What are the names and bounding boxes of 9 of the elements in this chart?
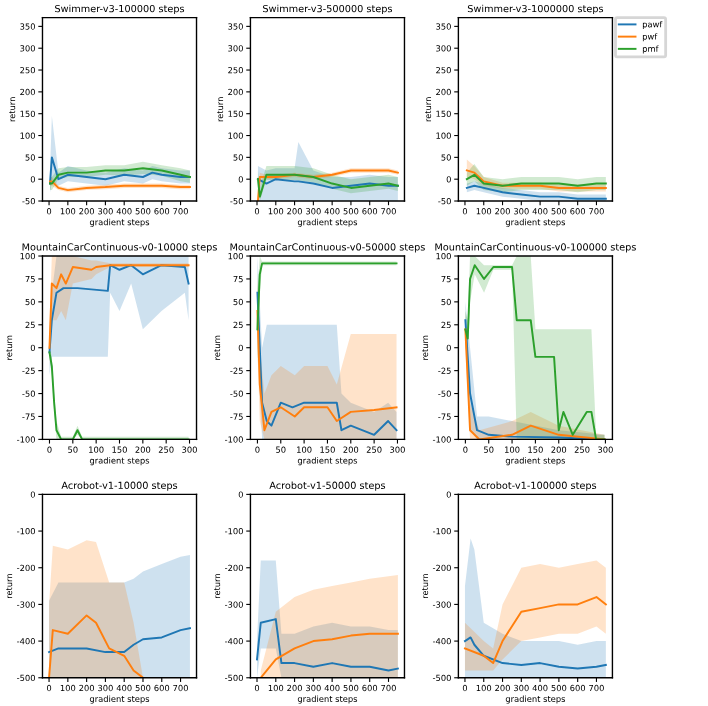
line-series <box>463 596 607 665</box>
line-series <box>463 636 607 670</box>
line-series <box>49 156 191 185</box>
line-series <box>48 627 191 654</box>
line-series <box>48 614 144 678</box>
line-series <box>256 310 398 432</box>
line-series <box>259 632 399 678</box>
line-series <box>49 167 191 185</box>
line-series <box>256 618 399 672</box>
